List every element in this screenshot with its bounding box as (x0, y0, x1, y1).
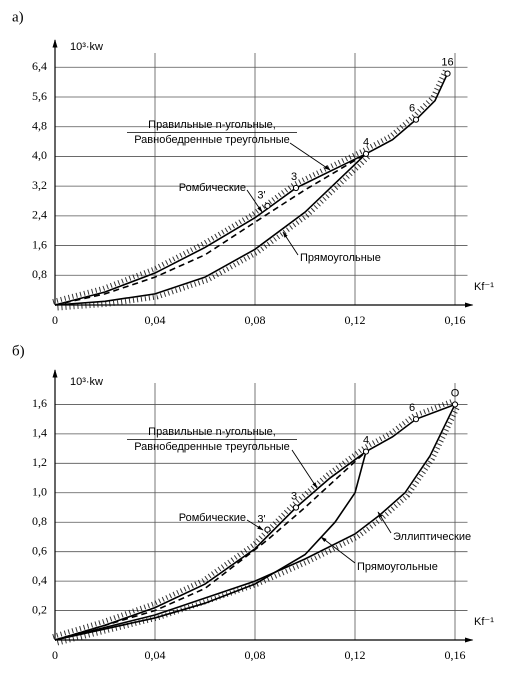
y-tick-label: 0,6 (32, 543, 47, 557)
line (54, 73, 449, 306)
y-tick-label: 0,8 (32, 267, 47, 281)
point (444, 70, 451, 77)
series-label: Равнобедренные треугольные (134, 134, 290, 146)
x-tick-label: 0 (52, 648, 58, 662)
y-tick-label: 4,8 (32, 118, 47, 132)
leader (377, 511, 392, 534)
x-tick-label: 0,08 (245, 313, 266, 327)
x-tick-label: 0,12 (345, 648, 366, 662)
point-label: 4 (363, 137, 369, 149)
leader (246, 519, 264, 531)
y-tick-label: 2,4 (32, 208, 47, 222)
point-label: O (451, 387, 460, 399)
y-tick-label: 0,8 (32, 514, 47, 528)
x-tick-label: 0 (52, 313, 58, 327)
point (292, 504, 300, 511)
leader (291, 449, 318, 489)
y-tick-label: 1,6 (32, 237, 47, 251)
x-axis-label: Kf⁻¹ (474, 281, 494, 293)
point-label: 3 (291, 171, 297, 183)
x-tick-label: 0,08 (245, 648, 266, 662)
point (292, 184, 300, 192)
line (54, 450, 367, 641)
x-tick-label: 0,04 (145, 313, 166, 327)
series-label: Прямоугольные (300, 252, 381, 264)
line (54, 404, 456, 641)
hatch (52, 69, 448, 304)
line (54, 153, 367, 306)
point (362, 448, 370, 455)
series-label: Эллиптические (393, 531, 471, 543)
y-tick-label: 1,6 (32, 396, 47, 410)
point (264, 526, 271, 533)
point-label: 6 (409, 103, 415, 115)
hatch (57, 155, 371, 311)
series-label: Прямоугольные (357, 561, 438, 573)
point-label: 16 (441, 57, 453, 69)
x-tick-label: 0,04 (145, 648, 166, 662)
x-axis-label: Kf⁻¹ (474, 616, 494, 628)
leader (289, 142, 331, 171)
line (54, 451, 367, 641)
point (264, 202, 271, 209)
y-tick-label: 0,2 (32, 602, 47, 616)
point-label: 3' (257, 513, 265, 525)
point (412, 116, 420, 123)
y-tick-label: 4,0 (32, 148, 47, 162)
y-axis-label: 10³·kw (70, 376, 103, 388)
point-label: 3 (291, 490, 297, 502)
series-label: Правильные n-угольные, (148, 426, 276, 438)
y-axis-label: 10³·kw (70, 41, 103, 53)
leader (246, 189, 263, 213)
point-label: 4 (363, 434, 369, 446)
point (362, 150, 370, 157)
series-label: Правильные n-угольные, (148, 119, 276, 131)
point-label: 3' (257, 190, 265, 202)
y-tick-label: 0,4 (32, 573, 47, 587)
series-label: Равнобедренные треугольные (134, 441, 290, 453)
y-tick-label: 1,0 (32, 485, 47, 499)
panel-label: б) (12, 343, 25, 359)
leader (320, 536, 356, 564)
y-tick-label: 5,6 (32, 89, 47, 103)
y-tick-label: 3,2 (32, 178, 47, 192)
series-label: Ромбические (179, 182, 246, 194)
line (54, 153, 367, 306)
y-tick-label: 1,2 (32, 455, 47, 469)
point (451, 401, 459, 408)
x-tick-label: 0,16 (445, 313, 466, 327)
point (412, 416, 420, 423)
leader (282, 231, 299, 256)
y-tick-label: 6,4 (32, 59, 47, 73)
series-label: Ромбические (179, 512, 246, 524)
point-label: 6 (409, 402, 415, 414)
x-tick-label: 0,16 (445, 648, 466, 662)
x-tick-label: 0,12 (345, 313, 366, 327)
panel-label: а) (12, 9, 24, 25)
y-tick-label: 1,4 (32, 426, 47, 440)
